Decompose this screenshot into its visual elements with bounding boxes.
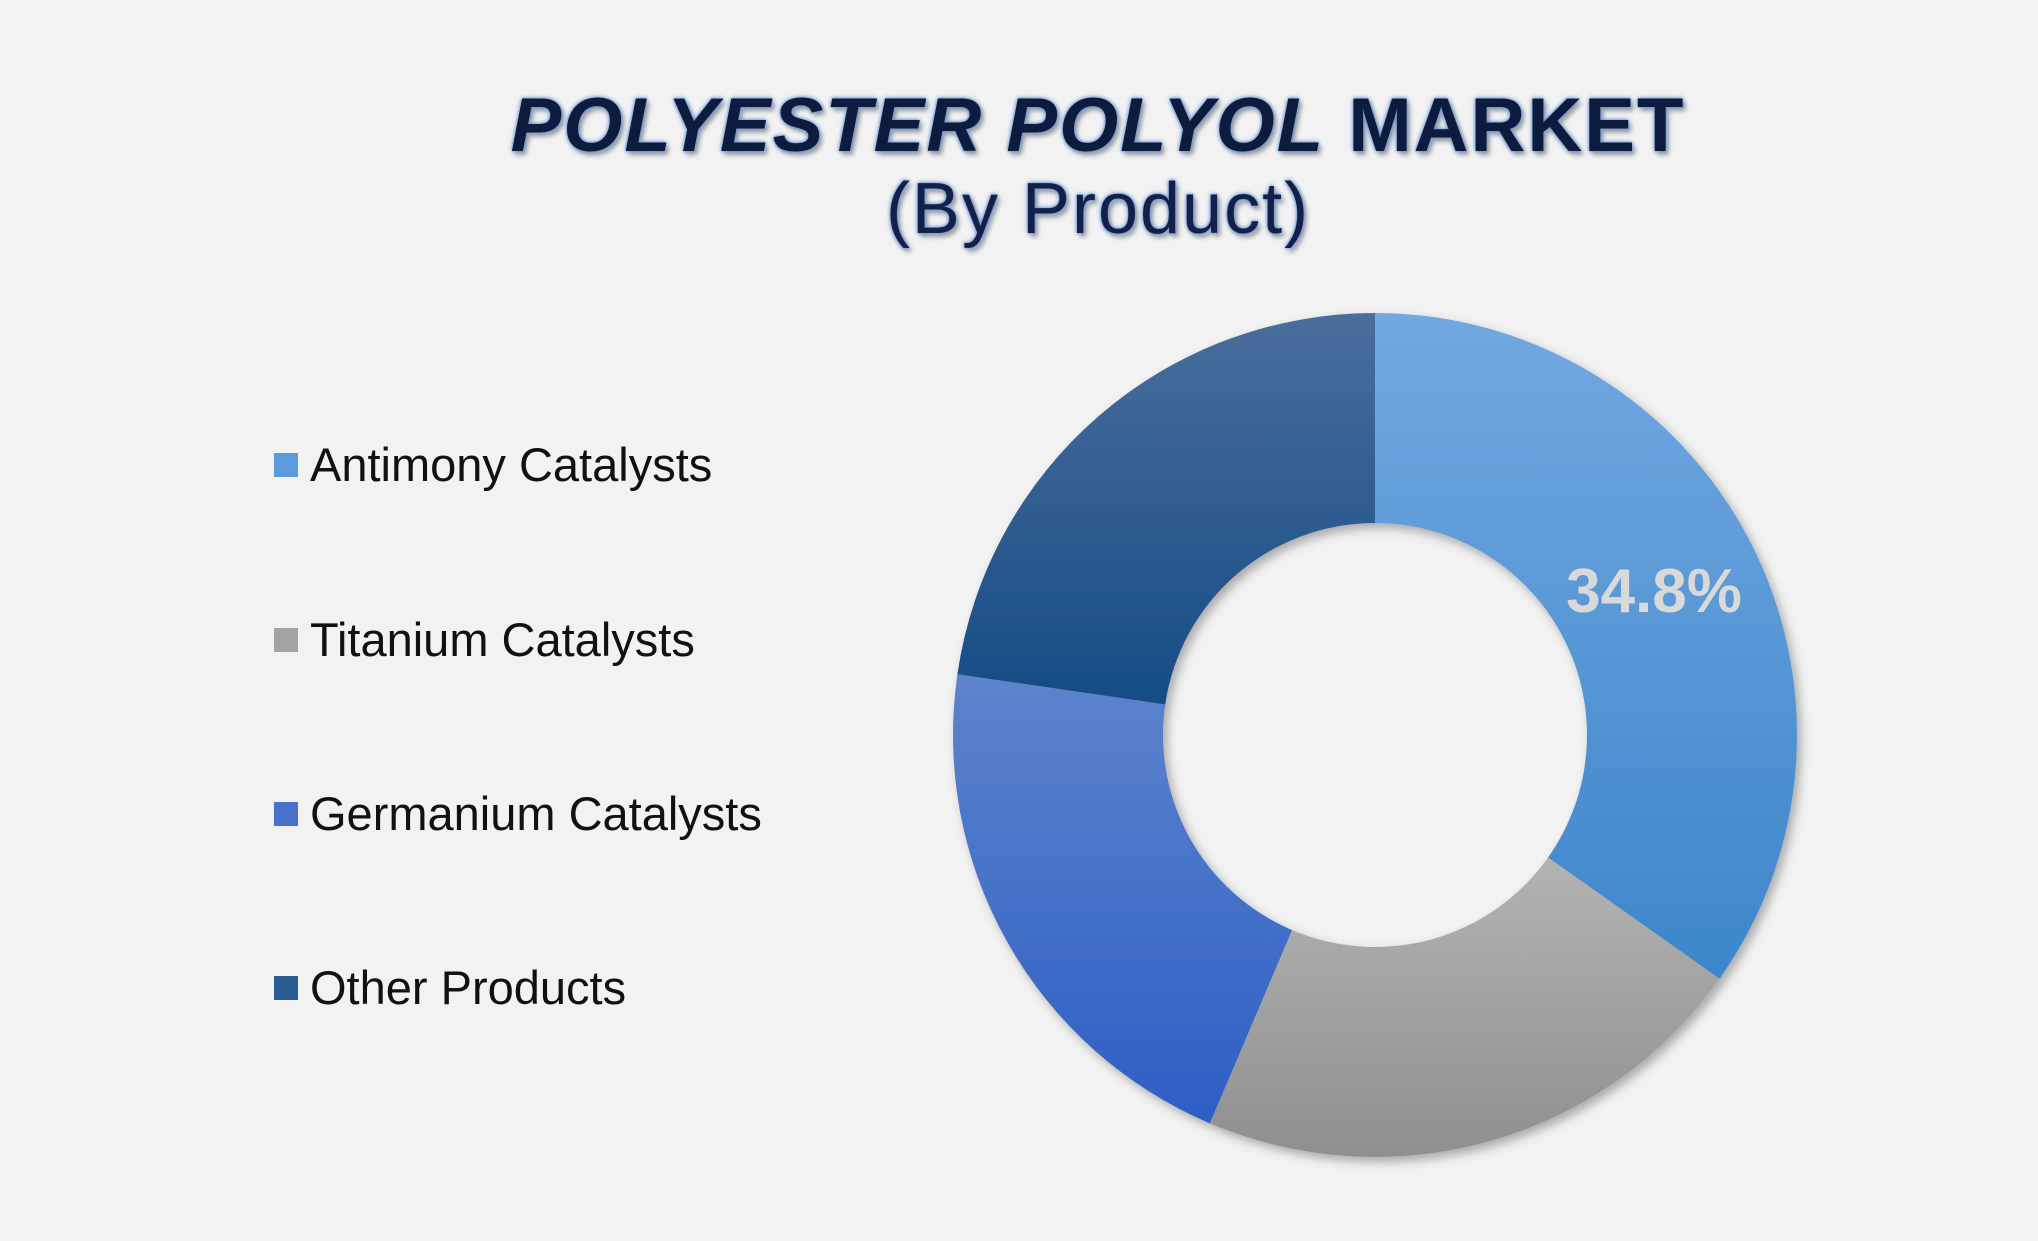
legend-label: Germanium Catalysts xyxy=(310,787,762,840)
chart-title: POLYESTER POLYOL MARKET xyxy=(0,82,2038,169)
legend-swatch xyxy=(274,452,298,477)
legend-label: Titanium Catalysts xyxy=(310,613,695,666)
legend-swatch xyxy=(274,627,298,652)
legend-swatch xyxy=(274,975,298,1000)
legend-label: Other Products xyxy=(310,961,627,1014)
slice-titanium-catalysts xyxy=(1209,857,1720,1157)
legend-item-titanium-catalysts: Titanium Catalysts xyxy=(274,612,695,667)
data-label-antimony-catalysts: 34.8% xyxy=(1566,557,1742,626)
legend-label: Antimony Catalysts xyxy=(310,438,713,491)
legend-item-germanium-catalysts: Germanium Catalysts xyxy=(274,786,762,841)
title-regular-part: MARKET xyxy=(1348,83,1686,168)
title-italic-part: POLYESTER POLYOL xyxy=(510,83,1326,168)
legend-item-other-products: Other Products xyxy=(274,960,626,1015)
legend-item-antimony-catalysts: Antimony Catalysts xyxy=(274,437,712,492)
slice-germanium-catalysts xyxy=(953,674,1293,1124)
legend-swatch xyxy=(274,801,298,826)
slice-antimony-catalysts xyxy=(1375,313,1798,979)
chart-subtitle: (By Product) xyxy=(885,169,1311,249)
slice-other-products xyxy=(957,313,1375,705)
